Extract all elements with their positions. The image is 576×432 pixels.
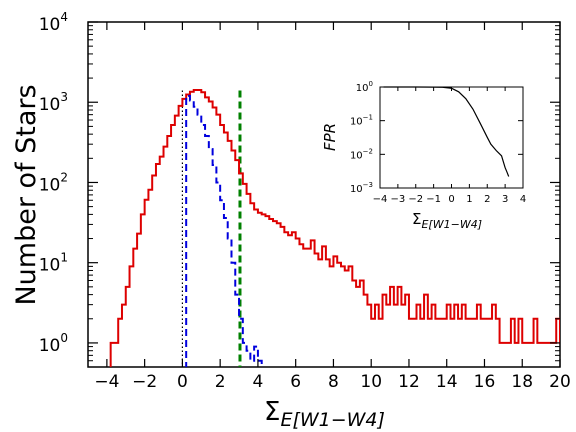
x-tick-label: −4 xyxy=(94,372,119,392)
x-tick-label: 18 xyxy=(511,372,533,392)
y-tick-exponent: 1 xyxy=(60,251,68,265)
y-tick-exponent: 2 xyxy=(60,170,68,184)
y-tick-exponent: 3 xyxy=(60,90,68,104)
x-axis-label-symbol: Σ xyxy=(264,397,280,427)
x-tick-label: 6 xyxy=(290,372,301,392)
y-axis-label: Number of Stars xyxy=(11,84,42,305)
inset-x-ticks: −4 −3 −2 −1 0 1 2 3 4 xyxy=(373,87,526,205)
x-tick-label: 12 xyxy=(398,372,420,392)
inset-x-tick-label: 0 xyxy=(448,194,454,205)
x-axis-label: ΣE[W1−W4] xyxy=(264,397,385,431)
inset-x-tick-label: 1 xyxy=(466,194,472,205)
inset-x-tick-label: 3 xyxy=(502,194,508,205)
inset-x-tick-label: −1 xyxy=(426,194,441,205)
y-tick-label: 101 xyxy=(39,251,68,276)
y-tick-label: 104 xyxy=(39,10,68,35)
y-tick-label: 100 xyxy=(39,331,68,356)
x-tick-label: 2 xyxy=(215,372,226,392)
inset-y-tick-exponent: −2 xyxy=(363,147,373,155)
inset-y-tick-exponent: 0 xyxy=(369,80,373,88)
y-tick-label: 102 xyxy=(39,170,68,195)
main-plot-marks xyxy=(109,89,560,367)
y-tick-label: 103 xyxy=(39,90,68,115)
fpr-curve xyxy=(383,86,510,177)
inset-plot-frame xyxy=(379,86,524,189)
x-tick-label: 20 xyxy=(549,372,571,392)
main-x-ticks: −4 −2 0 2 4 6 8 10 12 14 16 18 20 xyxy=(94,22,571,392)
x-tick-label: 0 xyxy=(177,372,188,392)
y-tick-exponent: 0 xyxy=(60,331,68,345)
x-tick-label: 8 xyxy=(328,372,339,392)
blue-dashed-histogram xyxy=(185,94,263,367)
inset-y-tick-exponent: −1 xyxy=(363,114,373,122)
x-axis-label-subscript: E[W1−W4] xyxy=(280,409,385,431)
inset-x-tick-label: −2 xyxy=(408,194,423,205)
x-tick-label: 10 xyxy=(360,372,382,392)
inset-x-axis-label: ΣE[W1−W4] xyxy=(412,210,482,231)
x-tick-label: 4 xyxy=(253,372,264,392)
inset-x-axis-label-subscript: E[W1−W4] xyxy=(421,218,482,231)
inset-x-tick-label: 2 xyxy=(484,194,490,205)
x-tick-label: 14 xyxy=(436,372,458,392)
y-tick-exponent: 4 xyxy=(60,10,68,24)
red-histogram xyxy=(109,89,560,367)
inset-y-axis-label: FPR xyxy=(321,123,339,151)
x-tick-label: 16 xyxy=(474,372,496,392)
inset-x-tick-label: −4 xyxy=(373,194,388,205)
inset-plot-marks xyxy=(383,86,510,177)
x-tick-label: −2 xyxy=(132,372,157,392)
inset-x-tick-label: 4 xyxy=(520,194,526,205)
inset-x-tick-label: −3 xyxy=(391,194,406,205)
inset-x-axis-label-symbol: Σ xyxy=(412,210,421,228)
inset-y-tick-exponent: −3 xyxy=(363,181,373,189)
